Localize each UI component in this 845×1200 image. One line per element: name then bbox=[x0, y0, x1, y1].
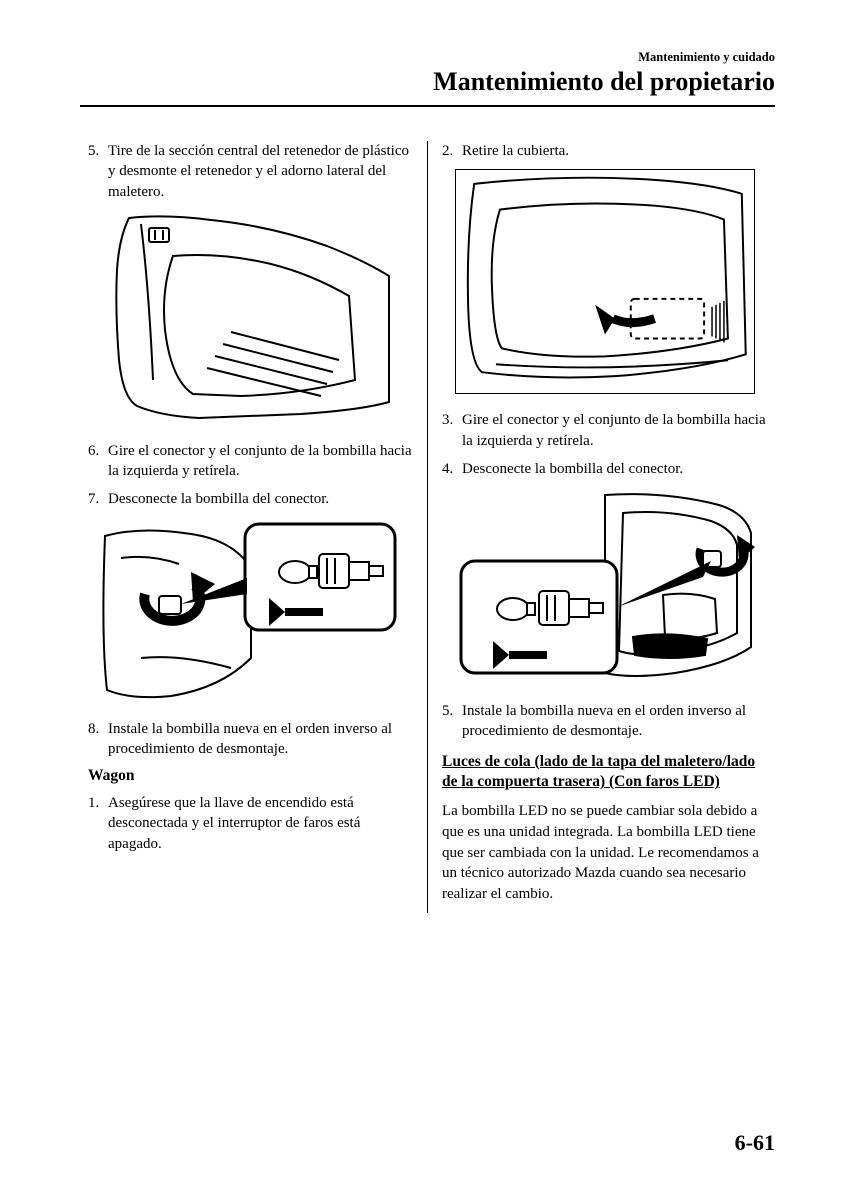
wagon-heading: Wagon bbox=[88, 767, 413, 785]
chapter-title: Mantenimiento del propietario bbox=[80, 67, 775, 97]
step-text: Asegúrese que la llave de encendido está… bbox=[108, 793, 413, 854]
step-number: 3. bbox=[442, 410, 462, 430]
step-text: Retire la cubierta. bbox=[462, 141, 767, 161]
step-3: 3. Gire el conector y el conjunto de la … bbox=[442, 410, 767, 451]
figure-liftgate-cover bbox=[442, 169, 767, 394]
figure-trunk-trim bbox=[88, 210, 413, 425]
left-column: 5. Tire de la sección central del retene… bbox=[80, 141, 428, 913]
wagon-step-1: 1. Asegúrese que la llave de encendido e… bbox=[88, 793, 413, 854]
step-8: 8. Instale la bombilla nueva en el orden… bbox=[88, 719, 413, 760]
step-number: 5. bbox=[442, 701, 462, 721]
led-paragraph: La bombilla LED no se puede cambiar sola… bbox=[442, 801, 767, 904]
section-label: Mantenimiento y cuidado bbox=[80, 50, 775, 65]
step-7: 7. Desconecte la bombilla del conector. bbox=[88, 489, 413, 509]
step-text: Desconecte la bombilla del conector. bbox=[462, 459, 767, 479]
figure-bulb-wagon bbox=[442, 487, 767, 685]
figure-bulb-sedan bbox=[88, 518, 413, 703]
step-5r: 5. Instale la bombilla nueva en el orden… bbox=[442, 701, 767, 742]
step-6: 6. Gire el conector y el conjunto de la … bbox=[88, 441, 413, 482]
step-text: Gire el conector y el conjunto de la bom… bbox=[108, 441, 413, 482]
step-number: 7. bbox=[88, 489, 108, 509]
step-number: 8. bbox=[88, 719, 108, 739]
step-number: 2. bbox=[442, 141, 462, 161]
header-rule bbox=[80, 105, 775, 107]
step-text: Tire de la sección central del retenedor… bbox=[108, 141, 413, 202]
bulb-connector-wagon-illustration-icon bbox=[455, 487, 755, 685]
bulb-connector-sedan-illustration-icon bbox=[101, 518, 401, 703]
step-text: Gire el conector y el conjunto de la bom… bbox=[462, 410, 767, 451]
right-column: 2. Retire la cubierta. bbox=[428, 141, 775, 913]
manual-page: Mantenimiento y cuidado Mantenimiento de… bbox=[0, 0, 845, 963]
step-text: Desconecte la bombilla del conector. bbox=[108, 489, 413, 509]
step-text: Instale la bombilla nueva en el orden in… bbox=[108, 719, 413, 760]
trunk-trim-illustration-icon bbox=[101, 210, 401, 425]
led-subheading: Luces de cola (lado de la tapa del malet… bbox=[442, 752, 767, 794]
step-number: 1. bbox=[88, 793, 108, 813]
step-4: 4. Desconecte la bombilla del conector. bbox=[442, 459, 767, 479]
two-column-layout: 5. Tire de la sección central del retene… bbox=[80, 141, 775, 913]
step-text: Instale la bombilla nueva en el orden in… bbox=[462, 701, 767, 742]
liftgate-cover-illustration-icon bbox=[455, 169, 755, 394]
page-number: 6-61 bbox=[735, 1130, 775, 1156]
step-2: 2. Retire la cubierta. bbox=[442, 141, 767, 161]
page-header: Mantenimiento y cuidado Mantenimiento de… bbox=[80, 50, 775, 97]
step-number: 4. bbox=[442, 459, 462, 479]
step-number: 5. bbox=[88, 141, 108, 161]
step-number: 6. bbox=[88, 441, 108, 461]
step-5: 5. Tire de la sección central del retene… bbox=[88, 141, 413, 202]
